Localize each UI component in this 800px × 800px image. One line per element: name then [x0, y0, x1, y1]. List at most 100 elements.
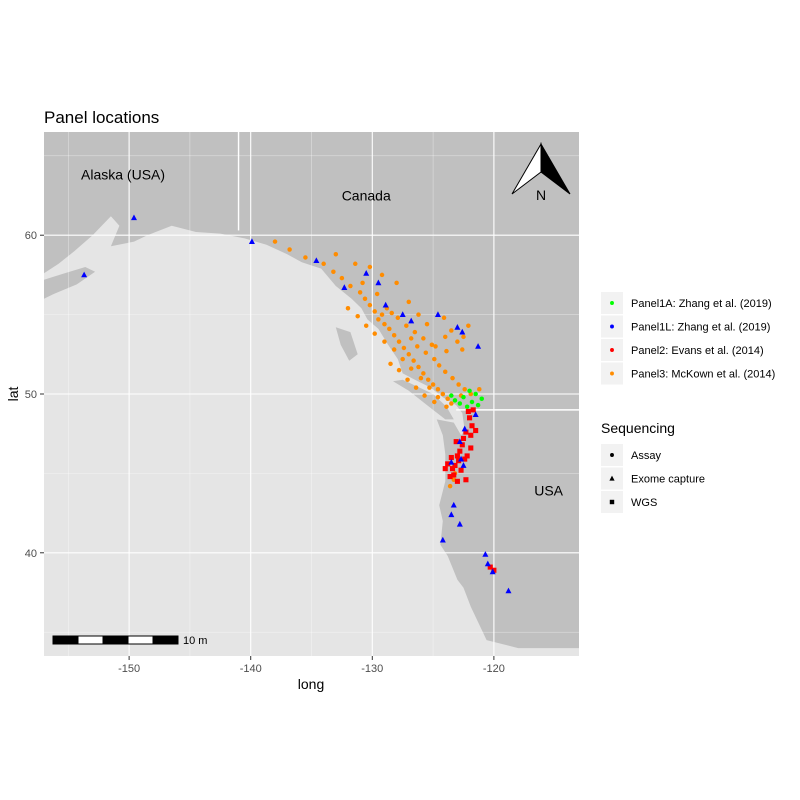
data-point — [435, 386, 441, 392]
data-point — [461, 394, 466, 400]
data-point — [353, 261, 358, 267]
north-arrow-label: N — [536, 187, 546, 203]
legend-shape-swatch — [609, 499, 615, 505]
data-point — [376, 317, 381, 322]
data-point — [505, 587, 512, 594]
region-label-alaska: Alaska (USA) — [81, 167, 165, 183]
data-point — [456, 438, 463, 445]
data-point — [413, 385, 419, 390]
data-point — [464, 453, 470, 459]
data-point — [448, 454, 454, 461]
data-point — [450, 375, 455, 381]
data-point — [415, 344, 420, 349]
data-point — [473, 391, 478, 397]
data-point — [482, 551, 489, 557]
data-point — [448, 511, 455, 518]
y-tick-label: 60 — [25, 230, 37, 242]
data-point — [424, 321, 430, 327]
data-point — [443, 334, 448, 340]
data-point — [487, 564, 493, 570]
data-point — [427, 385, 432, 390]
data-point — [472, 411, 479, 418]
data-point — [331, 269, 336, 274]
data-point — [387, 326, 392, 332]
legend-color-swatch — [610, 324, 614, 329]
scale-bar: 10 m — [52, 635, 207, 647]
data-point — [460, 462, 467, 468]
data-point — [357, 290, 363, 295]
grid-lines — [44, 132, 579, 656]
data-point — [272, 239, 278, 244]
data-point — [412, 329, 418, 335]
data-point — [442, 466, 448, 472]
data-point — [396, 367, 402, 373]
data-point — [432, 356, 437, 362]
legend-shape-label: Exome capture — [631, 474, 705, 486]
x-tick-label: -140 — [240, 663, 262, 675]
data-point — [363, 270, 370, 276]
data-point — [303, 255, 308, 260]
data-point — [408, 317, 415, 324]
data-point — [473, 427, 479, 434]
data-point — [372, 331, 377, 336]
data-point — [444, 348, 449, 354]
data-point — [422, 393, 427, 398]
data-point — [434, 311, 441, 318]
data-point — [456, 520, 463, 527]
y-axis: 40 50 60 — [25, 230, 44, 560]
legend: Panel1A: Zhang et al. (2019) Panel1L: Zha… — [601, 292, 775, 513]
data-point — [345, 306, 351, 311]
data-point — [462, 456, 468, 462]
data-point — [416, 312, 421, 317]
data-point — [388, 361, 393, 367]
data-point — [469, 399, 475, 405]
data-point — [445, 396, 450, 402]
data-point — [463, 429, 469, 435]
data-point — [458, 455, 465, 462]
data-point — [454, 453, 460, 459]
data-point — [432, 399, 437, 405]
data-point — [448, 458, 455, 465]
legend-color-label: Panel1A: Zhang et al. (2019) — [631, 298, 772, 310]
data-point — [457, 401, 463, 406]
data-point — [406, 299, 412, 305]
data-point — [405, 377, 410, 382]
data-point — [461, 425, 468, 432]
data-point — [466, 323, 471, 328]
data-point — [449, 393, 454, 398]
data-point — [372, 309, 377, 314]
data-point — [404, 323, 409, 328]
data-point — [459, 442, 465, 448]
land-north-america — [44, 132, 579, 649]
legend-color-swatch — [610, 371, 614, 376]
data-point — [248, 238, 255, 244]
legend-color-label: Panel2: Evans et al. (2014) — [631, 345, 764, 357]
data-points — [81, 214, 512, 594]
legend-color-swatch — [610, 348, 614, 352]
x-axis: -150 -140 -130 -120 — [118, 656, 505, 675]
data-point — [443, 369, 448, 375]
data-point — [467, 415, 473, 421]
data-point — [389, 310, 394, 316]
data-point — [429, 342, 435, 348]
data-point — [451, 472, 457, 478]
data-point — [423, 350, 429, 355]
chart-title: Panel locations — [44, 108, 159, 127]
data-point — [363, 323, 369, 328]
x-tick-label: -130 — [361, 663, 383, 675]
north-arrow-icon: N — [511, 142, 571, 203]
legend-shape-swatch — [609, 475, 615, 481]
data-point — [463, 477, 469, 483]
data-point — [450, 501, 457, 508]
data-point — [468, 445, 474, 451]
data-point — [339, 275, 345, 281]
data-point — [489, 568, 496, 575]
data-point — [348, 283, 353, 289]
data-point — [449, 466, 456, 472]
data-point — [362, 296, 368, 301]
data-point — [436, 363, 442, 368]
data-point — [396, 339, 402, 344]
data-point — [465, 408, 471, 415]
x-tick-label: -150 — [118, 663, 140, 675]
